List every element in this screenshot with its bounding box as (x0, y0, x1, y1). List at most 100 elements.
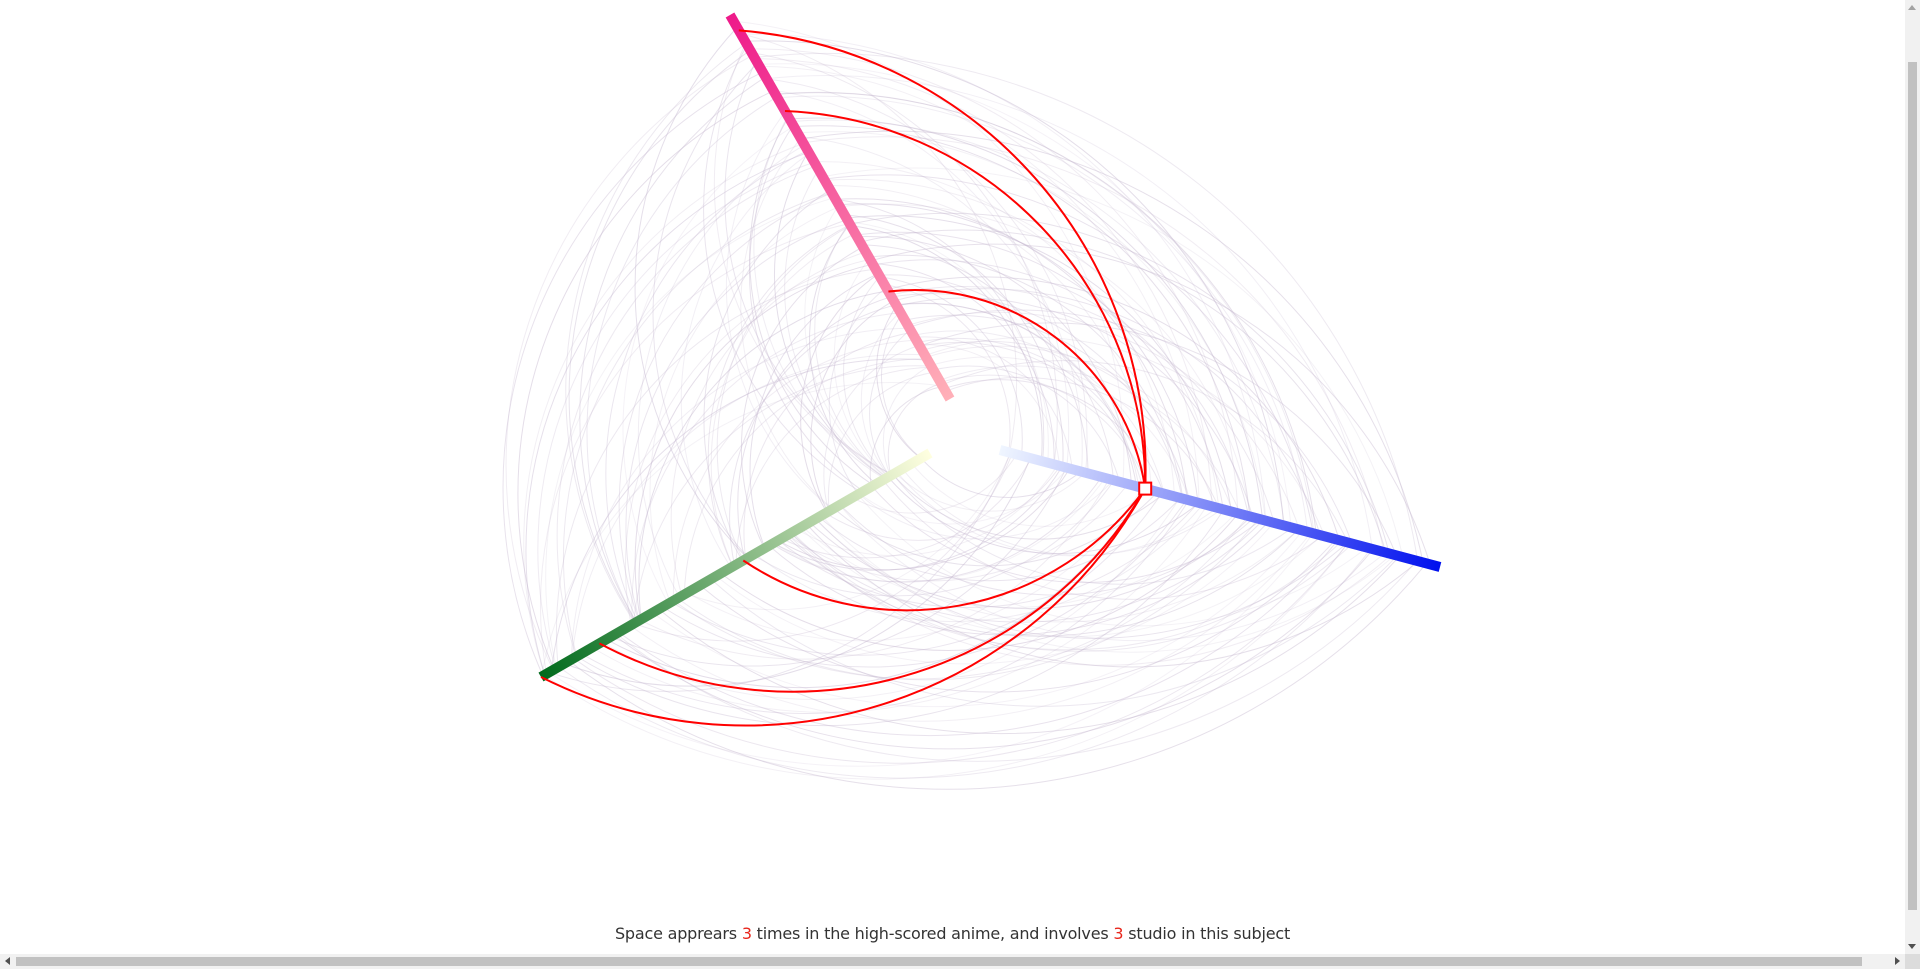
background-link (775, 92, 1317, 535)
background-link (849, 212, 1390, 554)
background-link (618, 192, 833, 621)
background-link (873, 259, 1250, 517)
background-link (749, 48, 1239, 514)
background-link (809, 516, 1252, 610)
horizontal-scrollbar[interactable] (0, 954, 1905, 969)
background-link (868, 254, 1184, 499)
horizontal-scrollbar-thumb[interactable] (16, 957, 1862, 966)
scroll-down-icon[interactable] (1908, 944, 1916, 949)
background-link (843, 276, 889, 478)
background-link (558, 548, 1372, 779)
highlighted-link (540, 488, 1147, 727)
background-link (800, 273, 879, 513)
background-link (638, 290, 889, 620)
caption-text-3: studio in this subject (1123, 924, 1291, 943)
scroll-right-icon[interactable] (1895, 957, 1900, 965)
background-link (797, 131, 1266, 521)
background-link (790, 519, 1264, 623)
background-link (924, 336, 1326, 537)
background-link (541, 382, 943, 677)
background-link (882, 479, 1323, 600)
background-link (921, 340, 1216, 508)
selected-node-marker[interactable] (1138, 481, 1153, 496)
background-link (815, 518, 1349, 639)
background-link (563, 192, 832, 657)
scroll-up-icon[interactable] (1908, 5, 1916, 10)
background-link (773, 151, 886, 479)
background-link (945, 376, 1220, 509)
background-link (545, 197, 835, 669)
background-link (625, 219, 848, 621)
background-link (753, 480, 1115, 597)
background-link (555, 268, 876, 668)
background-link (781, 458, 1032, 559)
background-link (649, 205, 840, 603)
background-link (918, 344, 1060, 466)
caption-studio-count: 3 (1113, 924, 1124, 943)
background-link (610, 467, 1067, 667)
caption-text-2: times in the high-scored anime, and invo… (751, 924, 1114, 943)
background-link (835, 198, 1188, 500)
background-link (571, 353, 925, 660)
background-link (850, 225, 1043, 462)
background-link (622, 125, 794, 604)
background-link (908, 309, 1353, 544)
background-link (751, 52, 1058, 465)
background-link (729, 304, 897, 566)
background-link (771, 476, 1103, 583)
background-link (892, 473, 1293, 585)
background-link (859, 229, 1387, 553)
background-link (833, 258, 889, 478)
background-link (715, 522, 1275, 665)
background-link (687, 487, 1143, 642)
background-link (784, 169, 887, 479)
background-link (917, 337, 1150, 490)
axis-1 (998, 445, 1442, 572)
background-link (800, 130, 1424, 563)
background-link (570, 327, 910, 660)
background-link (766, 75, 1373, 550)
background-link (759, 65, 1200, 503)
background-link (846, 215, 1232, 512)
background-link (591, 504, 1208, 713)
background-link (749, 116, 874, 486)
background-link (821, 515, 1396, 653)
background-link (565, 42, 747, 624)
background-link (749, 273, 879, 549)
background-link (838, 203, 1199, 503)
background-link (941, 360, 1349, 543)
background-link (707, 224, 851, 567)
highlighted-link (888, 289, 1147, 489)
background-link (744, 40, 1285, 526)
background-link (914, 336, 1073, 470)
vertical-scrollbar[interactable] (1905, 0, 1920, 954)
background-link (822, 167, 1404, 558)
background-link (502, 71, 763, 677)
background-link (814, 222, 888, 478)
background-link (773, 89, 1070, 468)
background-link (576, 509, 1225, 726)
background-link (785, 529, 1299, 637)
caption-term: Space (614, 924, 663, 943)
background-link (887, 382, 942, 476)
background-link (613, 548, 1374, 750)
background-link (896, 297, 1254, 518)
background-link (579, 76, 766, 623)
background-link (703, 44, 862, 493)
background-link (859, 467, 1069, 525)
background-link (637, 144, 805, 598)
vertical-scrollbar-thumb[interactable] (1908, 62, 1917, 910)
background-link (790, 119, 1285, 526)
background-link (720, 513, 1239, 651)
background-link (887, 476, 1200, 554)
background-link (768, 521, 1270, 636)
caption-count: 3 (741, 924, 752, 943)
highlighted-link (598, 488, 1147, 693)
scroll-left-icon[interactable] (5, 957, 10, 965)
background-link (920, 457, 1082, 498)
background-link (517, 90, 774, 670)
selected-node-square[interactable] (1138, 481, 1153, 496)
background-link (605, 149, 808, 622)
background-link (799, 527, 1322, 638)
background-link (766, 78, 1088, 473)
